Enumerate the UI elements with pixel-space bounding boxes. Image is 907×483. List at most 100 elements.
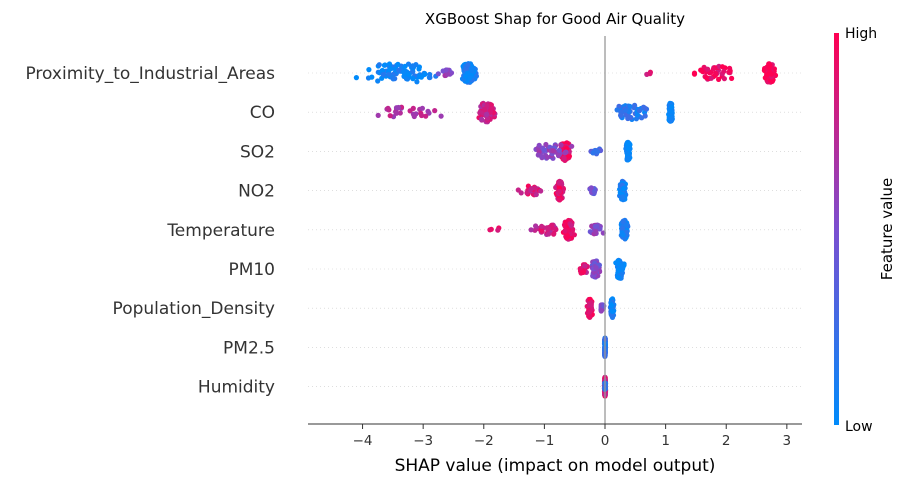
shap-point <box>619 226 626 232</box>
x-tick-label: 0 <box>601 433 610 449</box>
shap-point <box>410 105 416 111</box>
shap-point <box>729 75 735 81</box>
shap-point <box>376 62 382 68</box>
shap-point <box>468 66 474 72</box>
shap-point <box>590 150 596 156</box>
shap-point <box>593 265 599 271</box>
shap-point <box>419 112 425 119</box>
shap-point <box>556 147 562 153</box>
feature-row: Humidity <box>198 374 802 399</box>
shap-point <box>369 74 375 80</box>
feature-row: NO2 <box>238 178 802 203</box>
shap-point <box>539 154 545 160</box>
shap-point <box>562 150 568 156</box>
shap-point <box>719 64 726 70</box>
shap-point <box>411 113 417 120</box>
shap-point <box>582 263 588 269</box>
shap-point <box>443 67 449 73</box>
shap-point <box>422 71 428 77</box>
shap-point <box>588 185 594 191</box>
shap-point <box>484 111 490 117</box>
shap-point <box>386 61 393 67</box>
shap-point <box>418 74 424 80</box>
shap-point <box>465 62 471 68</box>
shap-point <box>515 187 521 193</box>
shap-point <box>609 308 615 314</box>
shap-point <box>625 141 631 147</box>
feature-row: PM2.5 <box>223 335 802 359</box>
shap-point <box>592 223 599 229</box>
shap-point <box>562 228 568 234</box>
shap-point <box>556 180 562 186</box>
shap-point <box>375 112 381 118</box>
feature-label: SO2 <box>240 142 275 162</box>
x-axis-label: SHAP value (impact on model output) <box>395 456 716 476</box>
shap-point <box>614 107 620 113</box>
shap-point <box>625 146 631 152</box>
shap-point <box>691 71 698 77</box>
shap-point <box>551 231 557 237</box>
x-tick-label: 2 <box>722 433 731 449</box>
shap-point <box>558 142 564 148</box>
shap-point <box>561 155 567 161</box>
colorbar-gradient <box>834 33 839 425</box>
feature-row: Population_Density <box>113 296 802 320</box>
shap-point <box>432 108 438 114</box>
shap-point <box>538 188 544 194</box>
shap-point <box>727 68 733 74</box>
shap-point <box>467 75 473 81</box>
shap-point <box>568 223 574 229</box>
shap-point <box>478 116 485 122</box>
feature-row: CO <box>250 100 802 125</box>
shap-point <box>642 113 648 119</box>
shap-point <box>710 66 717 72</box>
shap-point <box>580 269 586 275</box>
shap-point <box>423 113 429 119</box>
shap-point <box>404 76 411 82</box>
colorbar-low-label: Low <box>845 419 873 435</box>
shap-point <box>620 232 626 238</box>
shap-point <box>381 62 387 68</box>
shap-point <box>636 108 643 114</box>
shap-point <box>445 71 451 77</box>
feature-label: PM10 <box>228 260 275 280</box>
x-tick-label: −2 <box>474 433 494 449</box>
shap-point <box>625 155 631 161</box>
feature-row: Proximity_to_Industrial_Areas <box>25 61 802 85</box>
shap-point <box>764 72 770 78</box>
shap-point <box>587 309 593 315</box>
feature-label: Humidity <box>198 378 275 398</box>
feature-row: Temperature <box>166 217 802 242</box>
feature-label: NO2 <box>238 182 275 202</box>
shap-point <box>366 67 372 73</box>
shap-point <box>557 197 563 203</box>
feature-label: CO <box>250 103 275 123</box>
shap-point <box>419 105 425 111</box>
shap-point <box>628 114 634 121</box>
shap-point <box>557 188 563 195</box>
shap-point <box>549 222 555 228</box>
shap-point <box>640 104 647 110</box>
x-axis: −4 −3 −2 −1 0 1 2 3 <box>308 423 802 449</box>
feature-label: Proximity_to_Industrial_Areas <box>25 64 275 84</box>
shap-point <box>623 107 629 113</box>
shap-point <box>533 223 539 229</box>
x-tick-label: 1 <box>661 433 670 449</box>
x-tick-label: −4 <box>353 433 373 449</box>
shap-point <box>623 222 629 228</box>
shap-point <box>390 76 396 82</box>
shap-point <box>615 274 621 280</box>
shap-point <box>528 227 534 233</box>
feature-row: PM10 <box>228 257 802 281</box>
shap-point <box>620 194 626 200</box>
colorbar-label: Feature value <box>878 178 896 280</box>
shap-point <box>550 148 556 154</box>
shap-point <box>616 267 622 273</box>
shap-point <box>556 152 562 158</box>
shap-point <box>627 103 633 109</box>
shap-point <box>387 113 393 119</box>
feature-label: Population_Density <box>113 299 275 319</box>
shap-point <box>414 79 420 85</box>
shap-point <box>620 186 627 192</box>
